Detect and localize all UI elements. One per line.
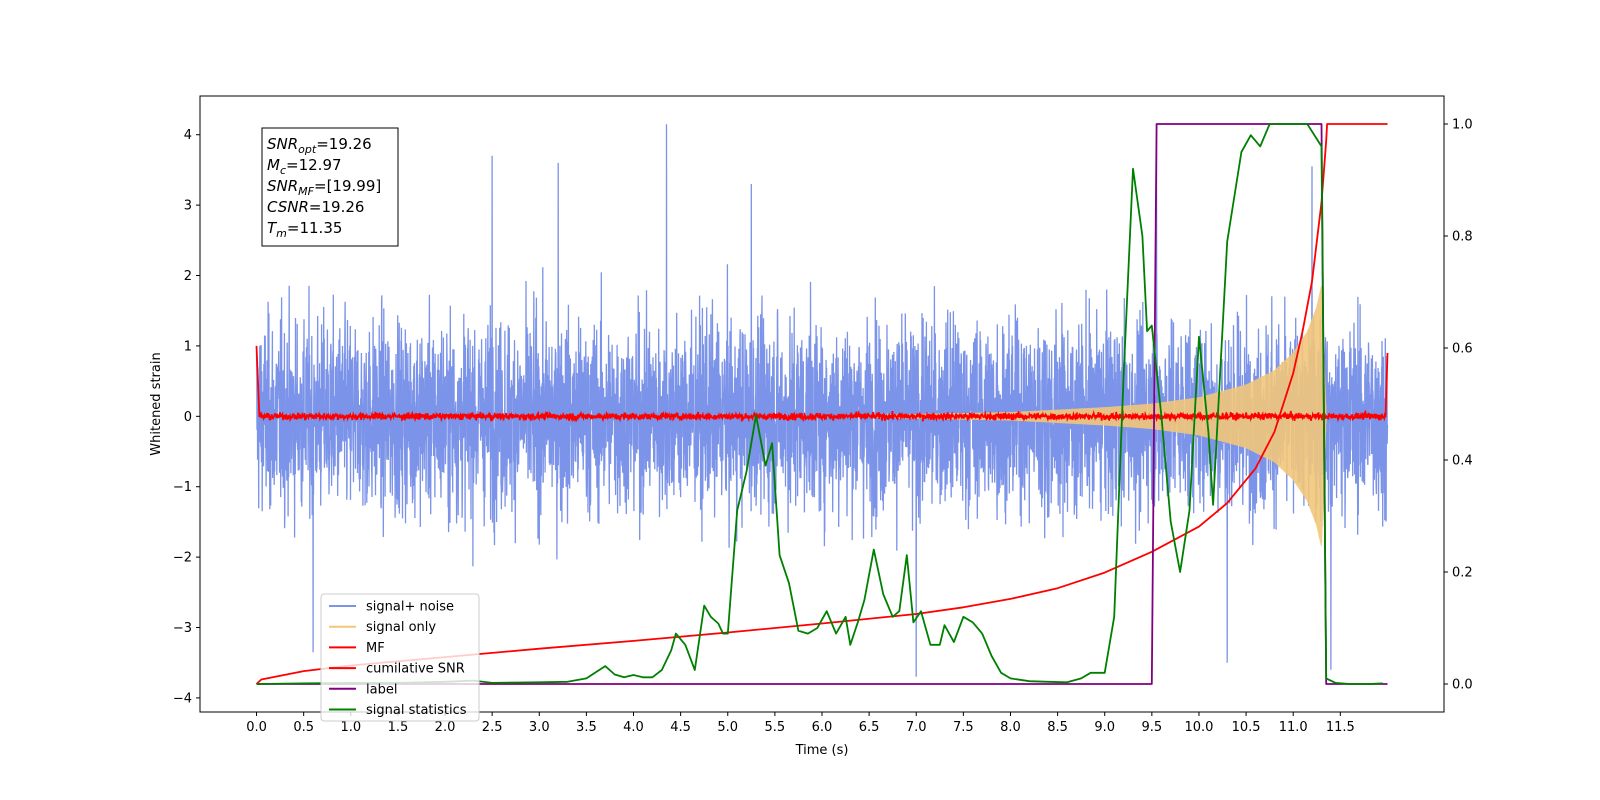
legend-item: MF	[329, 641, 385, 656]
x-tick-label: 11.5	[1326, 720, 1355, 735]
x-tick-label: 6.0	[812, 720, 833, 735]
annotation-line: Mc=12.97	[267, 156, 342, 177]
y2-tick-label: 0.0	[1452, 678, 1473, 693]
legend-item: signal statistics	[329, 703, 467, 718]
y2-tick-label: 0.4	[1452, 454, 1473, 469]
x-tick-label: 1.0	[340, 720, 361, 735]
legend-item: cumilative SNR	[329, 662, 465, 677]
y2-tick-label: 0.6	[1452, 342, 1473, 357]
legend-label: signal statistics	[366, 703, 467, 718]
plot-area: 0.0 0.5 1.0 1.5 2.0 2.5 3.0 3.5 4.0 4.5 5.0 5.5 6.0 6…	[149, 95, 1473, 758]
series-label-line	[256, 123, 1388, 685]
x-tick-label: 8.5	[1047, 720, 1068, 735]
legend-label: MF	[366, 641, 385, 656]
x-tick-label: 3.5	[576, 720, 597, 735]
x-tick-label: 6.5	[859, 720, 880, 735]
annotation-line: Tm=11.35	[267, 219, 342, 240]
y-tick-label: 1	[184, 339, 192, 354]
series-mf-line	[255, 345, 1389, 423]
x-tick-label: 9.0	[1094, 720, 1115, 735]
x-tick-label: 7.5	[953, 720, 974, 735]
y-tick-label: −2	[173, 551, 192, 566]
legend-label: cumilative SNR	[366, 662, 465, 677]
annotation-line: SNRopt=19.26	[267, 135, 372, 156]
legend-label: label	[366, 682, 397, 697]
x-tick-label: 9.5	[1142, 720, 1163, 735]
y-tick-label: 3	[184, 199, 192, 214]
x-tick-label: 8.0	[1000, 720, 1021, 735]
x-tick-label: 0.0	[246, 720, 267, 735]
legend-item: signal+ noise	[329, 600, 454, 615]
y2-tick-label: 0.2	[1452, 566, 1473, 581]
annotation-line: CSNR=19.26	[267, 198, 364, 216]
x-tick-label: 2.0	[435, 720, 456, 735]
series-signal-statistics-line	[256, 123, 1383, 685]
y-tick-label: −3	[173, 621, 192, 636]
x-tick-label: 5.0	[717, 720, 738, 735]
x-tick-label: 4.0	[623, 720, 644, 735]
legend-item: signal only	[329, 620, 436, 635]
x-tick-label: 0.5	[293, 720, 314, 735]
legend-item: label	[329, 682, 397, 697]
y-tick-label: −4	[173, 691, 192, 706]
legend-box	[320, 593, 480, 722]
x-axis-label: Time (s)	[795, 743, 849, 758]
legend: signal+ noise signal only MF cumilative SNR…	[320, 593, 480, 722]
y-tick-label: 4	[184, 128, 192, 143]
y-axis-right: 0.0 0.2 0.4 0.6 0.8 1.0	[1444, 118, 1473, 693]
y2-tick-label: 0.8	[1452, 230, 1473, 245]
y2-tick-label: 1.0	[1452, 118, 1473, 133]
annotation-line: SNRMF=[19.99]	[267, 177, 381, 198]
x-tick-label: 5.5	[765, 720, 786, 735]
legend-label: signal+ noise	[366, 600, 454, 615]
y-axis-label: Whitened strain	[149, 352, 164, 455]
legend-label: signal only	[366, 620, 436, 635]
x-tick-label: 10.5	[1232, 720, 1261, 735]
y-tick-label: 0	[184, 410, 192, 425]
x-tick-label: 10.0	[1184, 720, 1213, 735]
x-tick-label: 1.5	[388, 720, 409, 735]
y-axis-left: −4 −3 −2 −1 0 1 2 3 4	[173, 128, 200, 706]
x-tick-label: 2.5	[482, 720, 503, 735]
x-tick-label: 3.0	[529, 720, 550, 735]
annotation-box	[261, 127, 399, 247]
y-tick-label: 2	[184, 269, 192, 284]
x-axis: 0.0 0.5 1.0 1.5 2.0 2.5 3.0 3.5 4.0 4.5 5.0 5.5 6.0 6…	[246, 712, 1355, 735]
x-tick-label: 7.0	[906, 720, 927, 735]
x-tick-label: 11.0	[1279, 720, 1308, 735]
y-tick-label: −1	[173, 480, 192, 495]
stats-annotation-box: SNRopt=19.26Mc=12.97SNRMF=[19.99]CSNR=19…	[261, 127, 399, 247]
x-tick-label: 4.5	[670, 720, 691, 735]
